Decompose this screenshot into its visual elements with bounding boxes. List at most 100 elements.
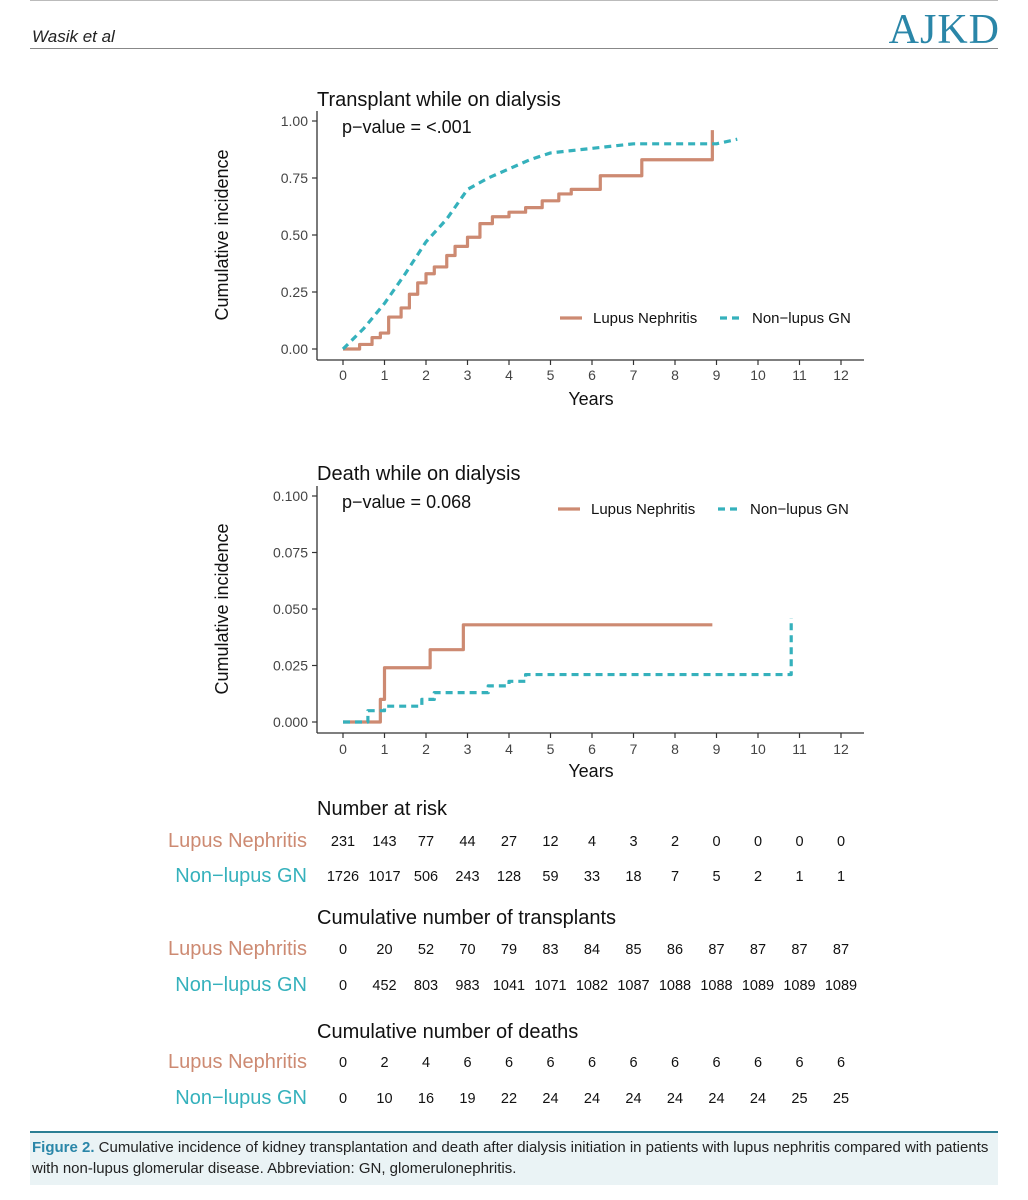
risk-table-2-row-label-nonlupus: Non−lupus GN (175, 974, 307, 996)
panel2-y-tick-label: 0.050 (273, 601, 308, 617)
panel1-x-tick-label: 12 (833, 367, 849, 383)
panel1-title: Transplant while on dialysis (317, 89, 561, 111)
risk-table-1-title: Number at risk (317, 798, 448, 820)
panel2-y-axis-label: Cumulative incidence (212, 523, 232, 694)
panel2-x-tick-label: 11 (792, 741, 807, 757)
risk-table-3-cell: 25 (791, 1091, 807, 1107)
risk-table-1-cell: 1 (795, 869, 803, 885)
panel1-y-tick-label: 0.75 (281, 170, 308, 186)
risk-table-2-cell: 52 (418, 942, 434, 958)
risk-table-3-cell: 24 (625, 1091, 641, 1107)
header-rule (30, 48, 998, 49)
risk-table-3-title: Cumulative number of deaths (317, 1021, 578, 1043)
panel2-x-tick-label: 3 (464, 741, 472, 757)
risk-table-3-cell: 24 (542, 1091, 558, 1107)
risk-table-2-cell: 87 (708, 942, 724, 958)
panel1-series-nonlupus-line (341, 137, 738, 351)
risk-table-2-cell: 87 (791, 942, 807, 958)
risk-table-3-cell: 6 (546, 1055, 554, 1071)
panel2-x-axis-label: Years (568, 761, 613, 781)
risk-table-2-cell: 84 (584, 942, 600, 958)
risk-table-3-cell: 6 (463, 1055, 471, 1071)
panel1-x-tick-label: 1 (381, 367, 389, 383)
risk-table-2-cell: 83 (542, 942, 558, 958)
journal-logo: AJKD (888, 7, 1000, 53)
risk-table-3-cell: 10 (376, 1091, 392, 1107)
risk-table-2-cell: 86 (667, 942, 683, 958)
risk-table-2-cell: 1041 (493, 978, 525, 994)
risk-table-1-cell: 128 (497, 869, 521, 885)
risk-table-3-cell: 24 (667, 1091, 683, 1107)
risk-table-3-cell: 6 (837, 1055, 845, 1071)
panel1-x-tick-label: 7 (630, 367, 638, 383)
panel1-x-tick-label: 5 (547, 367, 555, 383)
risk-table-3-cell: 22 (501, 1091, 517, 1107)
panel1-y-axis-label: Cumulative incidence (212, 149, 232, 320)
panel2-y-tick-label: 0.025 (273, 658, 308, 674)
caption-text: Cumulative incidence of kidney transplan… (32, 1139, 989, 1177)
risk-table-3-cell: 6 (754, 1055, 762, 1071)
panel2-x-tick-label: 9 (713, 741, 721, 757)
risk-table-2-cell: 1089 (742, 978, 774, 994)
risk-table-2-cell: 87 (750, 942, 766, 958)
panel1-x-tick-label: 11 (792, 367, 807, 383)
panel2-x-tick-label: 12 (833, 741, 849, 757)
risk-table-2-row-label-lupus: Lupus Nephritis (168, 938, 307, 960)
panel1-x-tick-label: 10 (750, 367, 766, 383)
risk-table-2-cell: 85 (625, 942, 641, 958)
risk-table-1-cell: 1726 (327, 869, 359, 885)
risk-table-2-cell: 87 (833, 942, 849, 958)
panel2-x-tick-label: 10 (750, 741, 766, 757)
risk-table-2-cell: 1082 (576, 978, 608, 994)
panel2-y-tick-label: 0.100 (273, 488, 308, 504)
risk-table-3-cell: 0 (339, 1055, 347, 1071)
risk-table-1-cell: 5 (712, 869, 720, 885)
risk-table-2-cell: 0 (339, 978, 347, 994)
figure-caption: Figure 2. Cumulative incidence of kidney… (30, 1131, 998, 1185)
panel1-pvalue: p−value = <.001 (342, 117, 472, 137)
header-author: Wasik et al (32, 27, 115, 46)
panel2-series-nonlupus-line (343, 618, 793, 724)
risk-table-3-cell: 6 (629, 1055, 637, 1071)
panel2-x-tick-label: 0 (339, 741, 347, 757)
risk-table-1-cell: 4 (588, 834, 596, 850)
risk-table-3-cell: 6 (712, 1055, 720, 1071)
risk-table-3-row-label-nonlupus: Non−lupus GN (175, 1087, 307, 1109)
risk-table-3-cell: 6 (671, 1055, 679, 1071)
risk-table-3-cell: 2 (380, 1055, 388, 1071)
risk-table-1-cell: 18 (625, 869, 641, 885)
risk-table-1-cell: 33 (584, 869, 600, 885)
risk-table-1-cell: 7 (671, 869, 679, 885)
risk-table-3-cell: 6 (505, 1055, 513, 1071)
panel1-y-tick-label: 0.00 (281, 341, 308, 357)
risk-table-1-cell: 1 (837, 869, 845, 885)
risk-table-1-cell: 2 (671, 834, 679, 850)
risk-table-2-cell: 983 (455, 978, 479, 994)
risk-table-1-cell: 77 (418, 834, 434, 850)
risk-table-2-cell: 79 (501, 942, 517, 958)
panel2-y-tick-label: 0.075 (273, 545, 308, 561)
panel1-legend-lupus-label: Lupus Nephritis (593, 310, 697, 327)
risk-table-3-row-label-lupus: Lupus Nephritis (168, 1051, 307, 1073)
risk-table-1-cell: 59 (542, 869, 558, 885)
risk-table-2-cell: 0 (339, 942, 347, 958)
risk-table-2-cell: 1071 (534, 978, 566, 994)
risk-table-2-cell: 1088 (700, 978, 732, 994)
panel2-title: Death while on dialysis (317, 463, 520, 485)
panel1-x-axis-label: Years (568, 389, 613, 409)
risk-table-1-cell: 2 (754, 869, 762, 885)
panel1-y-tick-label: 0.25 (281, 284, 308, 300)
risk-table-1-cell: 143 (372, 834, 396, 850)
risk-table-3-cell: 6 (795, 1055, 803, 1071)
risk-table-1-cell: 0 (837, 834, 845, 850)
risk-table-1-row-label-lupus: Lupus Nephritis (168, 830, 307, 852)
risk-table-1-cell: 0 (754, 834, 762, 850)
risk-table-3-cell: 24 (584, 1091, 600, 1107)
panel2-legend-lupus-label: Lupus Nephritis (591, 501, 695, 518)
risk-table-1-cell: 3 (629, 834, 637, 850)
risk-table-3-cell: 24 (750, 1091, 766, 1107)
panel1-x-tick-label: 8 (671, 367, 679, 383)
risk-table-3-cell: 24 (708, 1091, 724, 1107)
panel1-legend-nonlupus-label: Non−lupus GN (752, 310, 851, 327)
panel2-x-tick-label: 1 (381, 741, 389, 757)
